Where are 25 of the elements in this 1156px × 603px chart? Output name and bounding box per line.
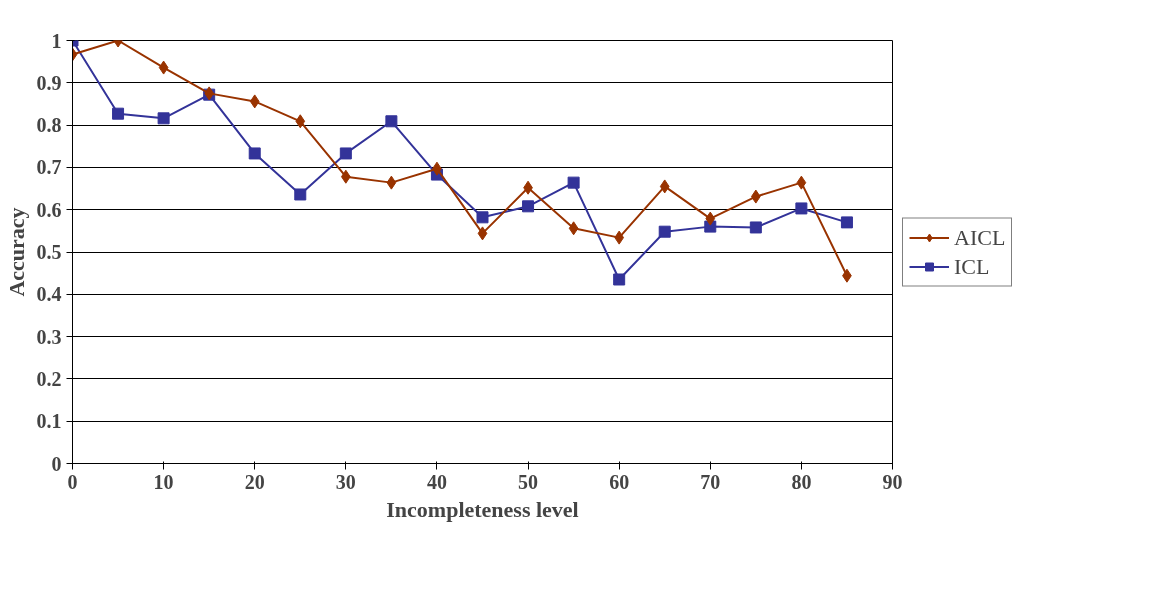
y-tick-label: 0.3	[36, 325, 62, 348]
y-axis-title: Accuracy	[3, 207, 29, 297]
y-tick-label: 0.5	[36, 241, 62, 263]
x-tick-label: 80	[791, 470, 812, 493]
legend-label: ICL	[954, 253, 990, 279]
y-tick-label: 1	[51, 29, 62, 52]
y-tick-label: 0.1	[36, 410, 62, 433]
y-tick-label: 0.6	[36, 198, 62, 221]
x-tick-label: 60	[609, 470, 630, 493]
y-tick-label: 0.8	[36, 114, 62, 137]
x-tick-label: 0	[67, 470, 78, 493]
y-tick-label: 0.2	[36, 367, 62, 390]
x-tick-label: 70	[700, 470, 721, 493]
x-tick-label: 10	[153, 470, 174, 493]
x-tick-label: 90	[882, 470, 903, 493]
y-tick-label: 0	[51, 452, 62, 475]
y-tick-label: 0.7	[36, 156, 62, 179]
x-tick-label: 20	[244, 470, 265, 493]
y-tick-label: 0.9	[36, 71, 62, 94]
x-tick-label: 50	[518, 470, 539, 493]
x-tick-label: 30	[335, 470, 356, 493]
x-axis-title: Incompleteness level	[386, 496, 579, 522]
x-tick-label: 40	[426, 470, 447, 493]
y-tick-label: 0.4	[36, 283, 62, 306]
legend-label: AICL	[954, 224, 1006, 250]
